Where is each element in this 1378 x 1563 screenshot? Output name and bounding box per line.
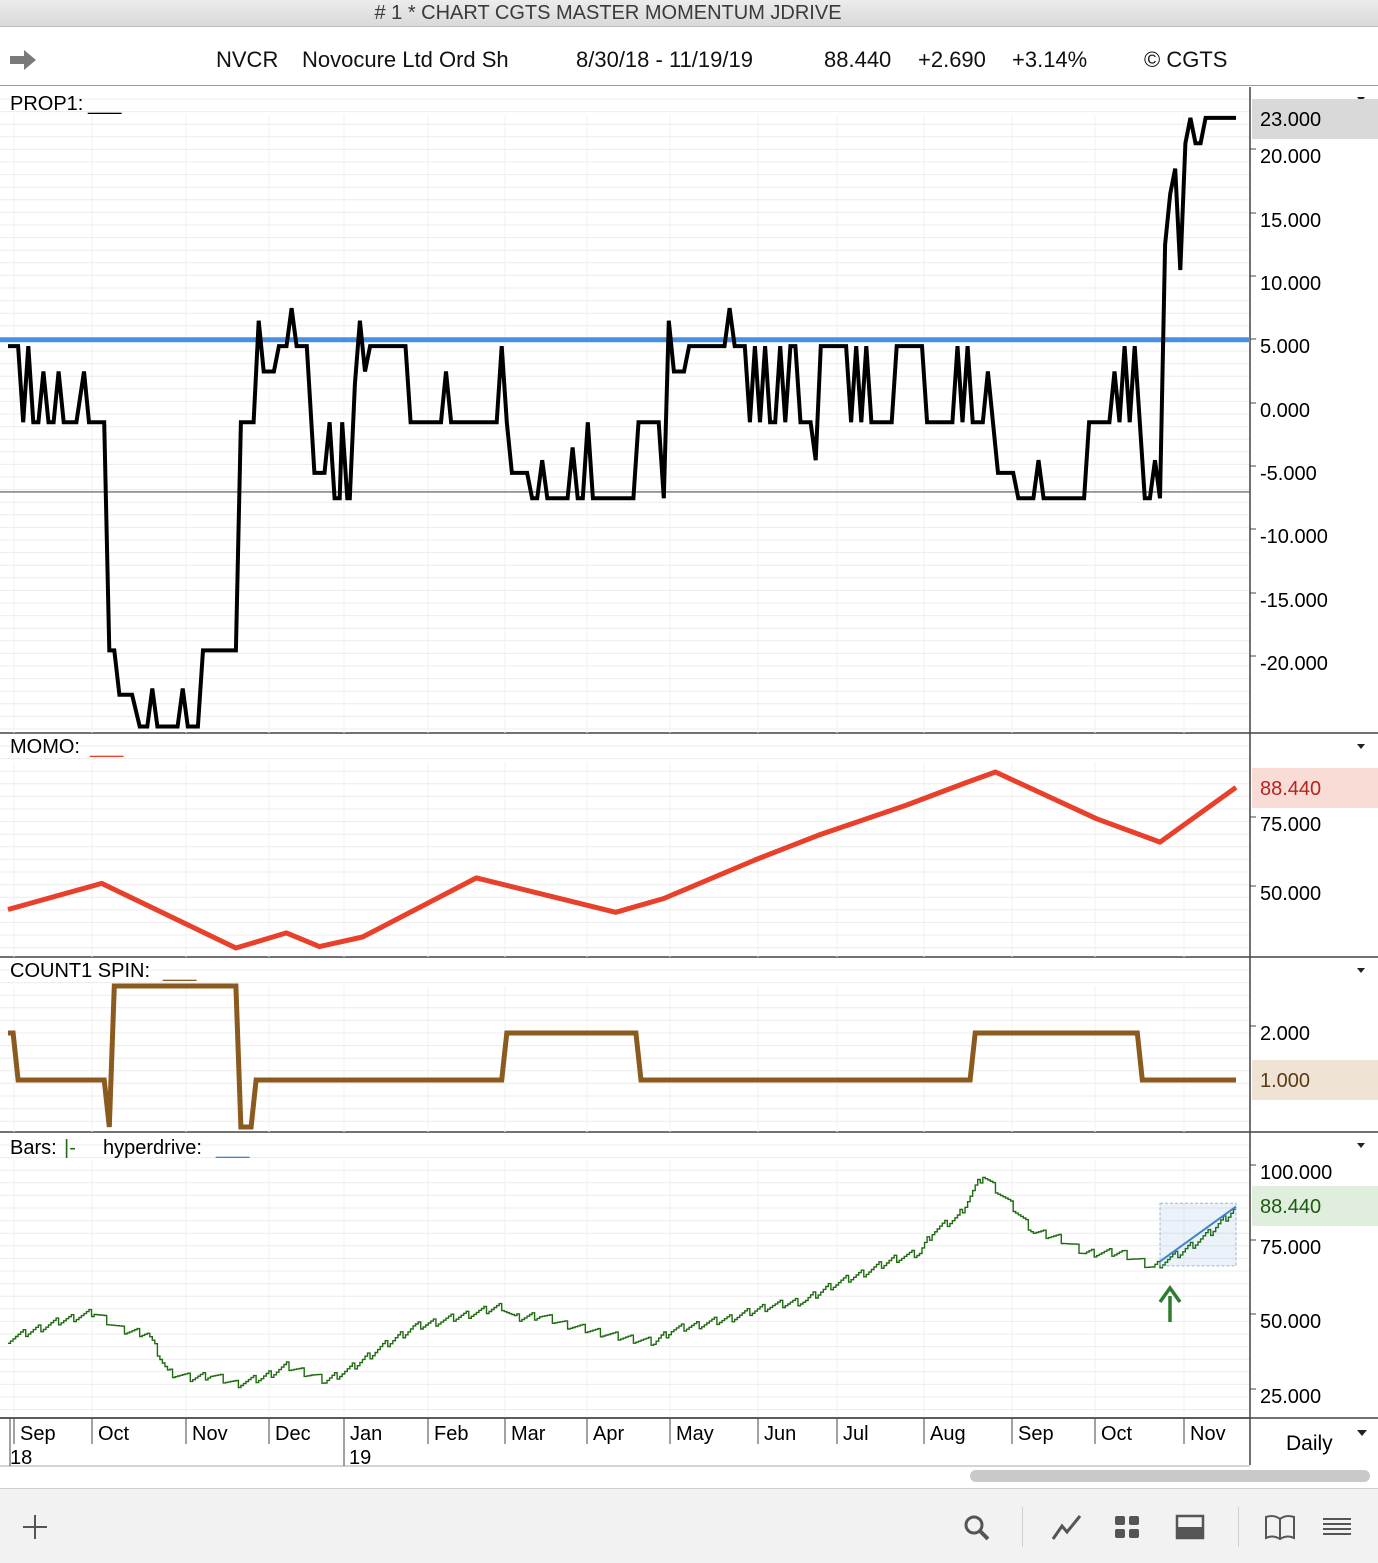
y-tick-label: -15.000 <box>1260 590 1328 612</box>
y-tick-label: 5.000 <box>1260 336 1310 358</box>
panel-icon[interactable] <box>1173 1512 1207 1542</box>
x-month-label: Oct <box>1101 1423 1133 1445</box>
toolbar-divider <box>1022 1507 1023 1547</box>
grid-icon[interactable] <box>1110 1512 1144 1542</box>
pane-menu-icon <box>1357 1143 1365 1148</box>
y-tick-label: 75.000 <box>1260 1237 1321 1259</box>
y-tick-label: -20.000 <box>1260 653 1328 675</box>
bars-label-swatch: |- <box>64 1137 76 1159</box>
count-series-line <box>8 983 1236 1130</box>
momo-label: MOMO: <box>10 736 80 758</box>
momo-label-swatch: ___ <box>89 736 124 758</box>
y-tick-label: 0.000 <box>1260 400 1310 422</box>
y-tick-label: 20.000 <box>1260 146 1321 168</box>
period-label[interactable]: Daily <box>1286 1432 1333 1455</box>
x-month-label: Nov <box>1190 1423 1226 1445</box>
momo-last-value-box <box>1252 768 1378 808</box>
toolbar-divider <box>1238 1507 1239 1547</box>
x-month-label: Dec <box>275 1423 311 1445</box>
search-icon[interactable] <box>960 1512 994 1542</box>
momo-series-line <box>7 769 1238 951</box>
y-tick-label: 50.000 <box>1260 883 1321 905</box>
x-month-label: Sep <box>1018 1423 1054 1445</box>
prop1-series-line <box>8 115 1236 729</box>
x-month-label: Feb <box>434 1423 468 1445</box>
count-label-swatch: ___ <box>162 960 197 982</box>
hyperdrive-label-swatch: ___ <box>215 1137 250 1159</box>
x-month-label: Jun <box>764 1423 796 1445</box>
prop1-last-value: 23.000 <box>1260 109 1321 131</box>
y-tick-label: -5.000 <box>1260 463 1317 485</box>
price-change-pct: +3.14% <box>1012 47 1088 72</box>
chart-area[interactable]: 20.000 15.000 10.000 5.000 0.000 -5.000 -10.00… <box>0 86 1378 1468</box>
y-tick-label: 2.000 <box>1260 1023 1310 1045</box>
y-tick-label: 25.000 <box>1260 1386 1321 1408</box>
arrow-right-icon[interactable] <box>8 48 38 72</box>
y-tick-label: 100.000 <box>1260 1162 1332 1184</box>
last-price: 88.440 <box>824 47 892 72</box>
count-last-value-box <box>1252 1060 1378 1100</box>
y-tick-label: 10.000 <box>1260 273 1321 295</box>
horizontal-scrollbar[interactable] <box>970 1470 1370 1482</box>
x-year-label: 18 <box>10 1447 32 1468</box>
x-year-label: 19 <box>349 1447 371 1468</box>
prop1-label: PROP1: <box>10 93 83 115</box>
book-icon[interactable] <box>1263 1512 1297 1542</box>
y-tick-label: 15.000 <box>1260 210 1321 232</box>
x-month-label: Aug <box>930 1423 966 1445</box>
plus-icon[interactable] <box>18 1512 52 1542</box>
symbol[interactable]: NVCR <box>216 47 279 72</box>
hyperdrive-label: hyperdrive: <box>103 1137 202 1159</box>
y-tick-label: 75.000 <box>1260 814 1321 836</box>
x-month-label: May <box>676 1423 714 1445</box>
copyright: © CGTS <box>1144 47 1228 72</box>
company-name: Novocure Ltd Ord Sh <box>302 47 509 72</box>
menu-icon[interactable] <box>1320 1512 1354 1542</box>
y-tick-label: 50.000 <box>1260 1311 1321 1333</box>
count-label: COUNT1 SPIN: <box>10 960 150 982</box>
line-chart-icon[interactable] <box>1050 1512 1084 1542</box>
period-dropdown-icon[interactable] <box>1356 1428 1368 1438</box>
pane-menu-icon <box>1357 968 1365 973</box>
window-title: # 1 * CHART CGTS MASTER MOMENTUM JDRIVE <box>374 2 842 24</box>
title-bar: # 1 * CHART CGTS MASTER MOMENTUM JDRIVE <box>0 0 1378 27</box>
x-month-label: Oct <box>98 1423 130 1445</box>
prop1-last-value-box <box>1252 99 1378 139</box>
pane-menu-icon <box>1357 744 1365 749</box>
x-month-label: Sep <box>20 1423 56 1445</box>
x-month-label: Mar <box>511 1423 546 1445</box>
bars-last-value-box <box>1252 1186 1378 1226</box>
date-range: 8/30/18 - 11/19/19 <box>576 47 753 72</box>
x-month-label: Jul <box>843 1423 869 1445</box>
x-month-label: Jan <box>350 1423 382 1445</box>
count-last-value: 1.000 <box>1260 1070 1310 1092</box>
symbol-info-bar: NVCR Novocure Ltd Ord Sh 8/30/18 - 11/19… <box>0 27 1378 86</box>
bottom-toolbar <box>0 1488 1378 1563</box>
y-tick-label: -10.000 <box>1260 526 1328 548</box>
prop1-label-swatch: ___ <box>87 93 122 115</box>
price-change: +2.690 <box>918 47 986 72</box>
momo-last-value: 88.440 <box>1260 778 1321 800</box>
bars-series-line <box>8 1176 1236 1389</box>
hyperdrive-series-line <box>1159 1205 1237 1263</box>
bars-last-value: 88.440 <box>1260 1196 1321 1218</box>
bars-label: Bars: <box>10 1137 57 1159</box>
x-month-label: Apr <box>593 1423 624 1445</box>
x-month-label: Nov <box>192 1423 228 1445</box>
buy-signal-arrow-icon <box>1158 1284 1182 1322</box>
